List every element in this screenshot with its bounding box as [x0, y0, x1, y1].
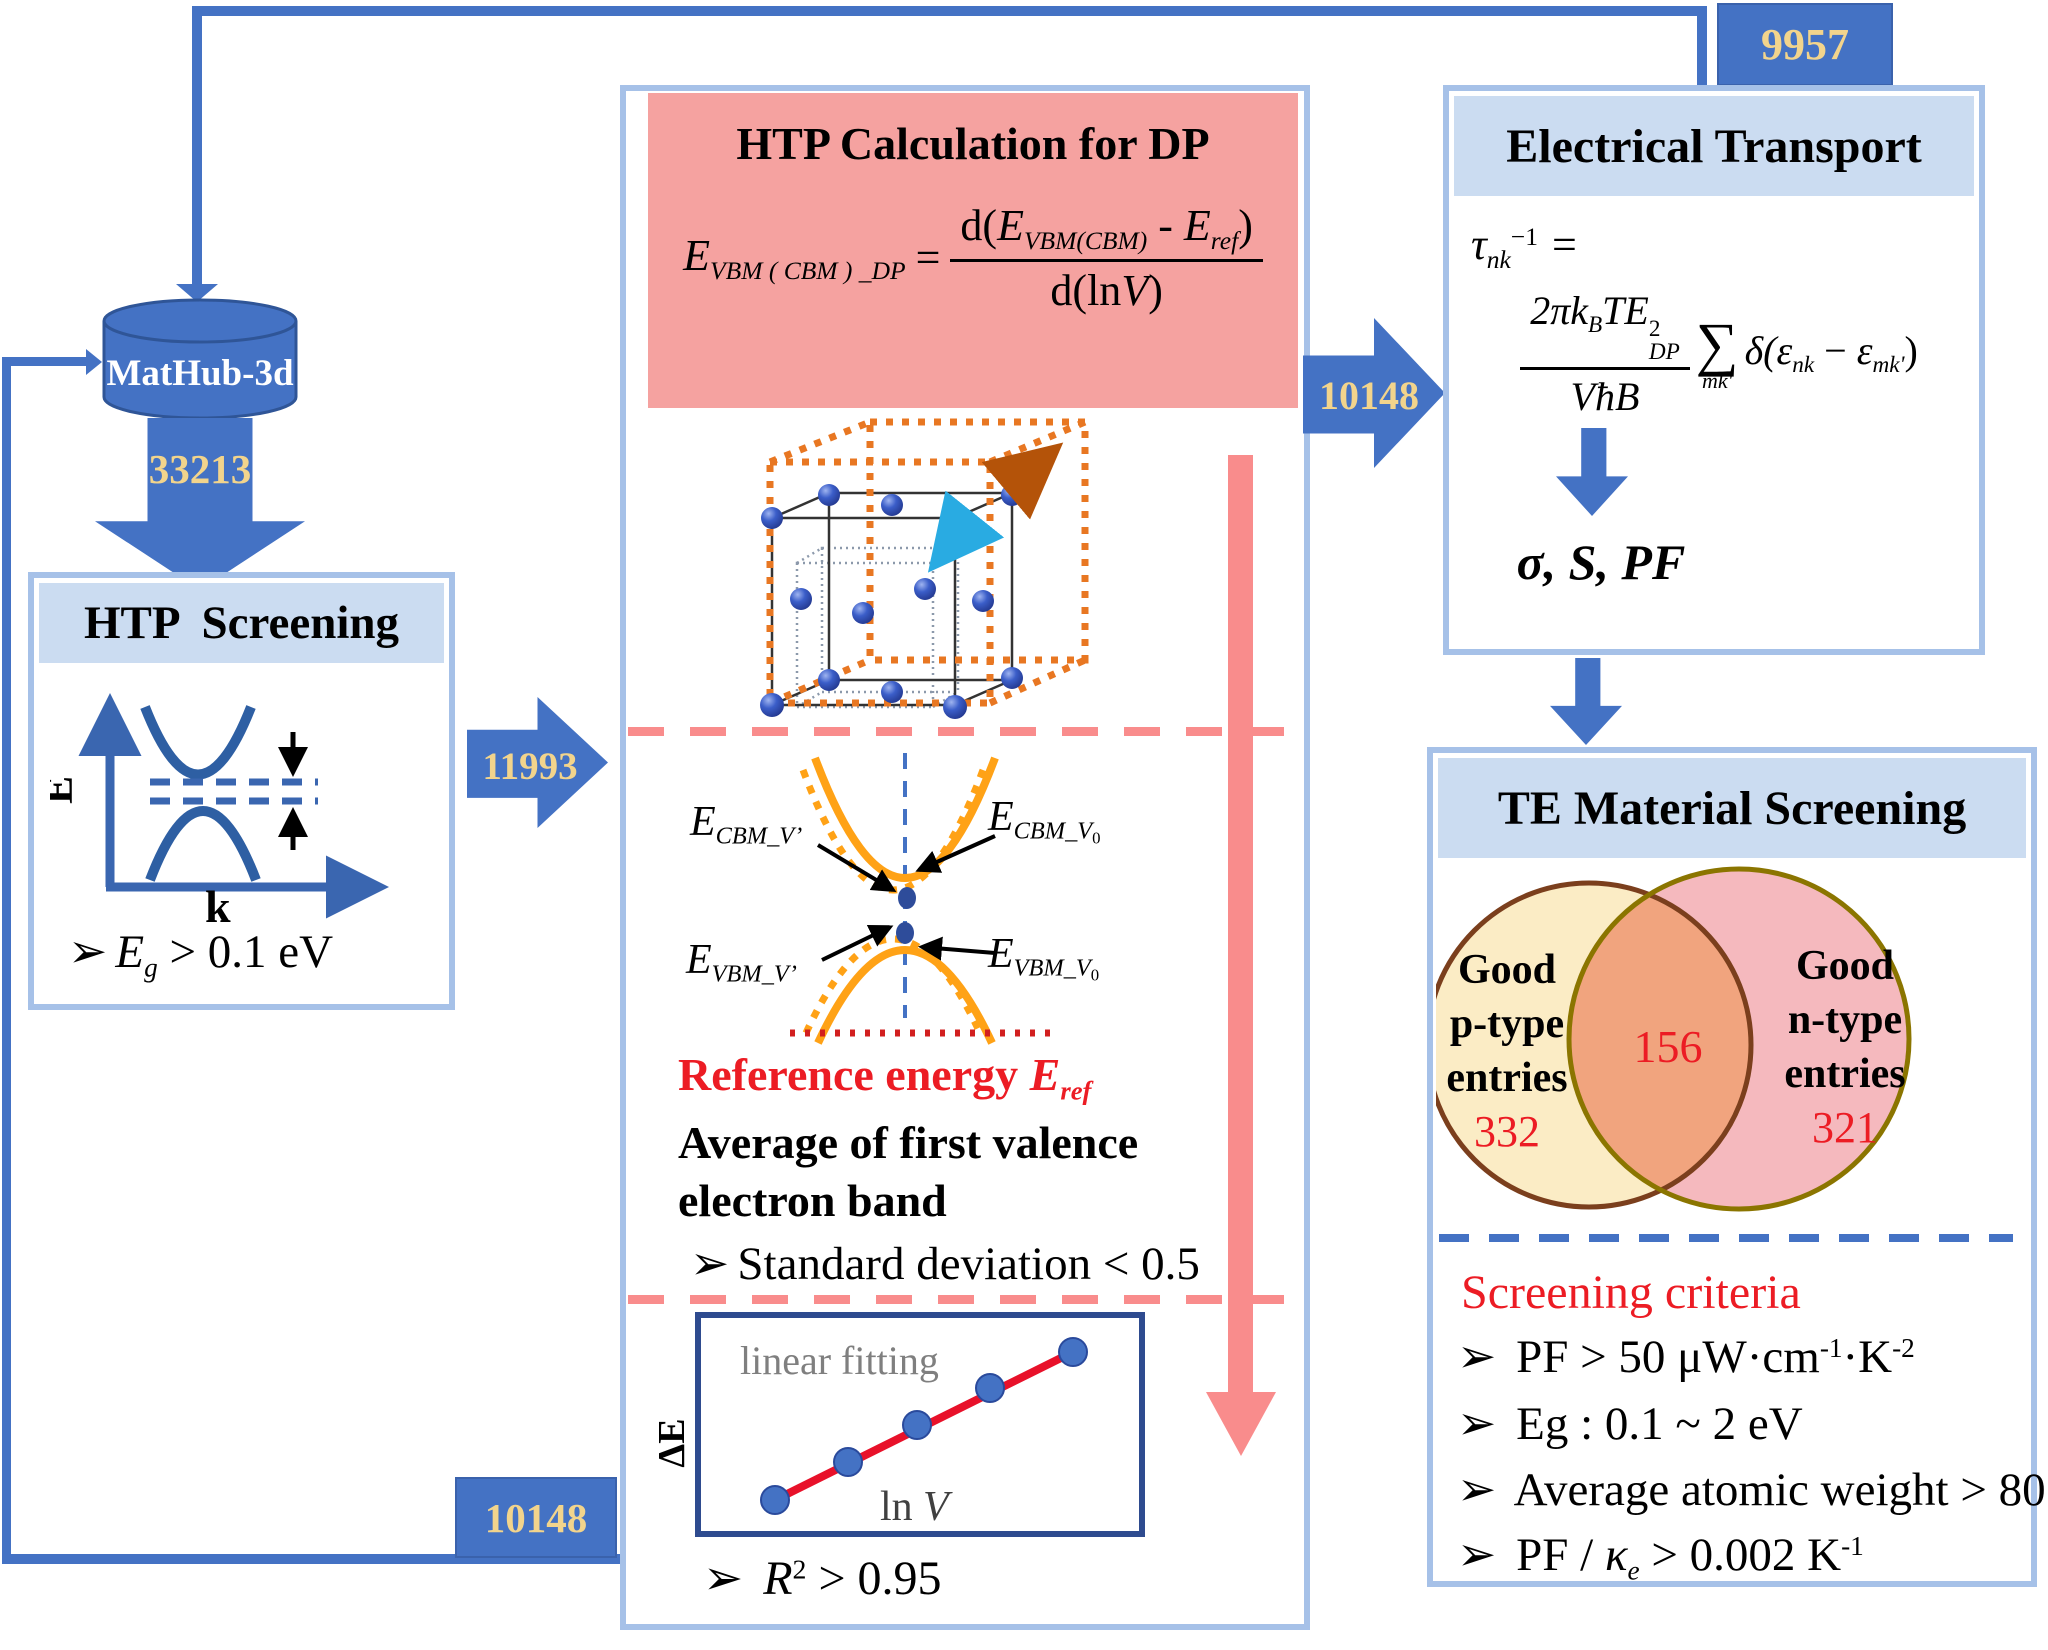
- te-title: TE Material Screening: [1497, 781, 1967, 835]
- linear-fitting-plot: linear fitting ln V: [695, 1312, 1145, 1537]
- bandgap-criterion: ➢ Eg > 0.1 eV: [68, 926, 334, 983]
- k-axis-label: k: [205, 881, 231, 922]
- feedback-top-right-drop: [1697, 6, 1707, 86]
- htp-screening-header: HTP Screening: [39, 583, 444, 663]
- expansion-arrow-icon: [981, 442, 1064, 520]
- criterion-eg: ➢ Eg : 0.1 ~ 2 eV: [1457, 1398, 1803, 1450]
- band-edge-diagram: [790, 753, 1060, 1045]
- bullet-icon: ➢: [703, 1552, 744, 1605]
- database-cylinder-icon: [102, 298, 298, 420]
- transport-outputs: σ, S, PF: [1516, 534, 1686, 590]
- count-badge-10148-feedback: 10148: [455, 1477, 617, 1558]
- feedback-top-line: [192, 6, 1705, 16]
- compression-arrow-icon: [927, 490, 1005, 573]
- feedback-bottom-line: [2, 1554, 624, 1564]
- process-flow-arrow-bar: [1228, 455, 1253, 1392]
- htp-calculation-box: HTP Calculation for DP EVBM ( CBM ) _DP …: [620, 85, 1310, 1630]
- plot-caption: linear fitting: [740, 1338, 939, 1383]
- bullet-icon: ➢: [1457, 1529, 1497, 1581]
- bullet-icon: ➢: [690, 1238, 730, 1290]
- venn-right-label: Good n-type entries 321: [1778, 939, 1912, 1155]
- electrical-transport-box: Electrical Transport τnk−1 = 2πkBTE 2 DP Vħ…: [1443, 85, 1985, 655]
- badge-10148-value: 10148: [484, 1494, 588, 1541]
- venn-right-count: 321: [1812, 1103, 1878, 1152]
- venn-diagram: [1436, 866, 1912, 1212]
- te-header: TE Material Screening: [1438, 758, 2026, 858]
- reference-energy-line: Reference energy Eref: [678, 1049, 1092, 1106]
- energy-axis-label: E: [50, 776, 82, 804]
- separator-dashed-2: [628, 1295, 1300, 1304]
- transport-eq-line2: 2πkBTE 2 DP VħB ∑ mk' δ(εnk − εmk'): [1479, 287, 1959, 420]
- flow-count-10148: 10148: [1319, 373, 1419, 418]
- r-squared-criterion: ➢ R2 > 0.95: [703, 1552, 942, 1605]
- band-structure-sketch: E k: [50, 693, 389, 922]
- flow-count-11993: 11993: [482, 745, 578, 788]
- feedback-top-left-drop: [192, 6, 202, 284]
- htp-screening-title: HTP Screening: [83, 597, 400, 649]
- transport-title: Electrical Transport: [1506, 119, 1922, 173]
- transport-result-arrow-icon: [1556, 428, 1628, 516]
- arrowhead-down-icon: [176, 284, 218, 302]
- count-badge-9957: 9957: [1717, 3, 1893, 86]
- bullet-icon: ➢: [1457, 1331, 1497, 1383]
- badge-9957-value: 9957: [1761, 20, 1849, 69]
- calc-equation: EVBM ( CBM ) _DP = d(EVBM(CBM) - Eref) d…: [648, 200, 1298, 316]
- flow-arrow-db-to-screening-icon: [95, 418, 305, 590]
- plot-ylabel: ΔE: [651, 1418, 693, 1468]
- label-ecbm-vprime: ECBM_V’: [690, 799, 803, 850]
- transport-header: Electrical Transport: [1454, 96, 1974, 196]
- te-separator-dashed: [1439, 1234, 2013, 1242]
- flow-arrow-transport-to-te-icon: [1550, 658, 1622, 745]
- average-band-line1: Average of first valence: [678, 1117, 1139, 1168]
- te-screening-box: TE Material Screening Good p-type entrie…: [1427, 747, 2046, 1587]
- criterion-pf-kappa: ➢ PF / κe > 0.002 K-1: [1457, 1529, 1864, 1586]
- feedback-left-line: [2, 357, 11, 1564]
- transport-eq-line1: τnk−1 =: [1471, 220, 1577, 274]
- bullet-icon: ➢: [68, 926, 108, 978]
- plot-xlabel-v: V: [923, 1484, 953, 1530]
- venn-left-count: 332: [1474, 1107, 1540, 1156]
- db-input-line: [2, 357, 88, 366]
- calc-header: HTP Calculation for DP EVBM ( CBM ) _DP …: [648, 93, 1298, 408]
- database-label: MatHub-3d: [106, 353, 294, 394]
- venn-left-label: Good p-type entries 332: [1442, 943, 1572, 1159]
- plot-xlabel-ln: ln: [880, 1484, 913, 1530]
- label-ecbm-v0: ECBM_V0: [988, 794, 1101, 848]
- std-deviation-criterion: ➢ Standard deviation < 0.5: [690, 1238, 1200, 1290]
- criterion-pf: ➢ PF > 50 μW·cm-1·K-2: [1457, 1331, 1915, 1383]
- venn-overlap-count: 156: [1633, 1021, 1703, 1072]
- bullet-icon: ➢: [1457, 1398, 1497, 1450]
- criterion-atomic-weight: ➢ Average atomic weight > 80: [1457, 1464, 2046, 1516]
- crystal-structure-sketch: [760, 418, 1089, 719]
- average-band-line2: electron band: [678, 1175, 947, 1226]
- label-evbm-vprime: EVBM_V’: [686, 937, 797, 988]
- calc-title: HTP Calculation for DP: [736, 118, 1210, 169]
- flow-count-33213: 33213: [148, 446, 252, 492]
- label-evbm-v0: EVBM_V0: [988, 931, 1100, 985]
- bullet-icon: ➢: [1457, 1464, 1497, 1516]
- htp-screening-box: HTP Screening E k ➢Eg > 0.1 eV: [28, 572, 455, 1010]
- criteria-title: Screening criteria: [1461, 1266, 1801, 1319]
- arrowhead-right-icon: [86, 349, 102, 375]
- process-flow-arrowhead-icon: [1206, 1392, 1276, 1456]
- separator-dashed-1: [628, 727, 1300, 736]
